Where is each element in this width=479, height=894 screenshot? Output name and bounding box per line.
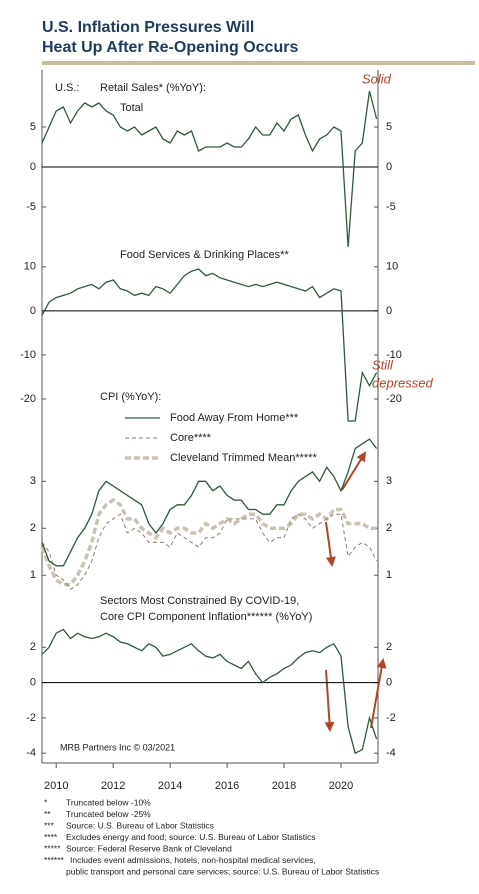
title: U.S. Inflation Pressures Will bbox=[42, 19, 254, 36]
footnote-marker: ***** bbox=[44, 843, 61, 853]
x-tick-label: 2020 bbox=[329, 780, 353, 792]
y-tick-label-right: -2 bbox=[386, 712, 396, 724]
legend-label: Core**** bbox=[170, 432, 212, 444]
footnote-text: Source: Federal Reserve Bank of Clevelan… bbox=[66, 843, 232, 853]
y-tick-label: -4 bbox=[26, 747, 36, 759]
y-tick-label-right: -4 bbox=[386, 747, 396, 759]
footnote-text: Truncated below -10% bbox=[66, 797, 151, 807]
x-tick-label: 2014 bbox=[158, 780, 182, 792]
y-tick-label: -2 bbox=[26, 712, 36, 724]
y-tick-label: -5 bbox=[26, 201, 36, 213]
footnote-text: Includes event admissions, hotels, non-h… bbox=[70, 855, 316, 865]
footnote-text: public transport and personal care servi… bbox=[66, 866, 379, 876]
y-tick-label: 1 bbox=[30, 569, 36, 581]
footnote-marker: **** bbox=[44, 832, 58, 842]
title-rule bbox=[42, 61, 475, 65]
footnote-marker: *** bbox=[44, 820, 55, 830]
x-tick-label: 2016 bbox=[215, 780, 239, 792]
y-tick-label-right: -20 bbox=[386, 393, 402, 405]
panel-label: U.S.: bbox=[55, 82, 79, 94]
y-tick-label-right: 10 bbox=[386, 261, 398, 273]
footnote-marker: ** bbox=[44, 809, 51, 819]
annotation: depressed bbox=[372, 375, 433, 390]
panel-label: Core CPI Component Inflation****** (%YoY… bbox=[100, 611, 312, 623]
y-tick-label-right: 0 bbox=[386, 161, 392, 173]
y-tick-label: 2 bbox=[30, 522, 36, 534]
y-tick-label-right: 2 bbox=[386, 522, 392, 534]
y-tick-label-right: 2 bbox=[386, 641, 392, 653]
footnote-text: Source: U.S. Bureau of Labor Statistics bbox=[66, 820, 214, 830]
panel-label: Retail Sales* (%YoY): bbox=[100, 82, 206, 94]
series-line bbox=[41, 513, 378, 590]
legend-label: Food Away From Home*** bbox=[170, 412, 299, 424]
y-tick-label-right: 0 bbox=[386, 305, 392, 317]
y-tick-label: 0 bbox=[30, 161, 36, 173]
footnote-marker: * bbox=[44, 797, 48, 807]
series-line bbox=[41, 268, 378, 422]
y-tick-label: 2 bbox=[30, 641, 36, 653]
y-tick-label-right: -10 bbox=[386, 349, 402, 361]
panel-label: Sectors Most Constrained By COVID-19, bbox=[100, 595, 299, 607]
y-tick-label-right: 3 bbox=[386, 475, 392, 487]
annotation: Solid bbox=[362, 71, 392, 86]
source: MRB Partners Inc © 03/2021 bbox=[60, 742, 175, 752]
series-line bbox=[40, 498, 377, 587]
y-tick-label-right: -5 bbox=[386, 201, 396, 213]
panel-label: CPI (%YoY): bbox=[100, 391, 161, 403]
y-tick-label-right: 5 bbox=[386, 121, 392, 133]
x-tick-label: 2018 bbox=[272, 780, 296, 792]
annotation: Still bbox=[372, 357, 394, 372]
series-line bbox=[41, 628, 378, 755]
arrows bbox=[324, 451, 387, 732]
y-tick-label: -10 bbox=[20, 349, 36, 361]
y-tick-label: 5 bbox=[30, 121, 36, 133]
x-tick-label: 2010 bbox=[44, 780, 68, 792]
x-tick-label: 2012 bbox=[101, 780, 125, 792]
panel-label: Total bbox=[120, 102, 143, 114]
y-tick-label: -20 bbox=[20, 393, 36, 405]
footnote-text: Truncated below -25% bbox=[66, 809, 151, 819]
y-tick-label: 10 bbox=[24, 261, 36, 273]
footnote-text: Excludes energy and food; source: U.S. B… bbox=[66, 832, 315, 842]
y-tick-label: 3 bbox=[30, 475, 36, 487]
y-tick-label: 0 bbox=[30, 676, 36, 688]
y-tick-label-right: 0 bbox=[386, 676, 392, 688]
title: Heat Up After Re-Opening Occurs bbox=[42, 39, 298, 56]
footnote-marker: ****** bbox=[44, 855, 65, 865]
series-line bbox=[41, 90, 378, 248]
series-line bbox=[41, 438, 378, 567]
y-tick-label-right: 1 bbox=[386, 569, 392, 581]
y-tick-label: 0 bbox=[30, 305, 36, 317]
legend-label: Cleveland Trimmed Mean***** bbox=[170, 452, 317, 464]
panel-label: Food Services & Drinking Places** bbox=[120, 249, 289, 261]
